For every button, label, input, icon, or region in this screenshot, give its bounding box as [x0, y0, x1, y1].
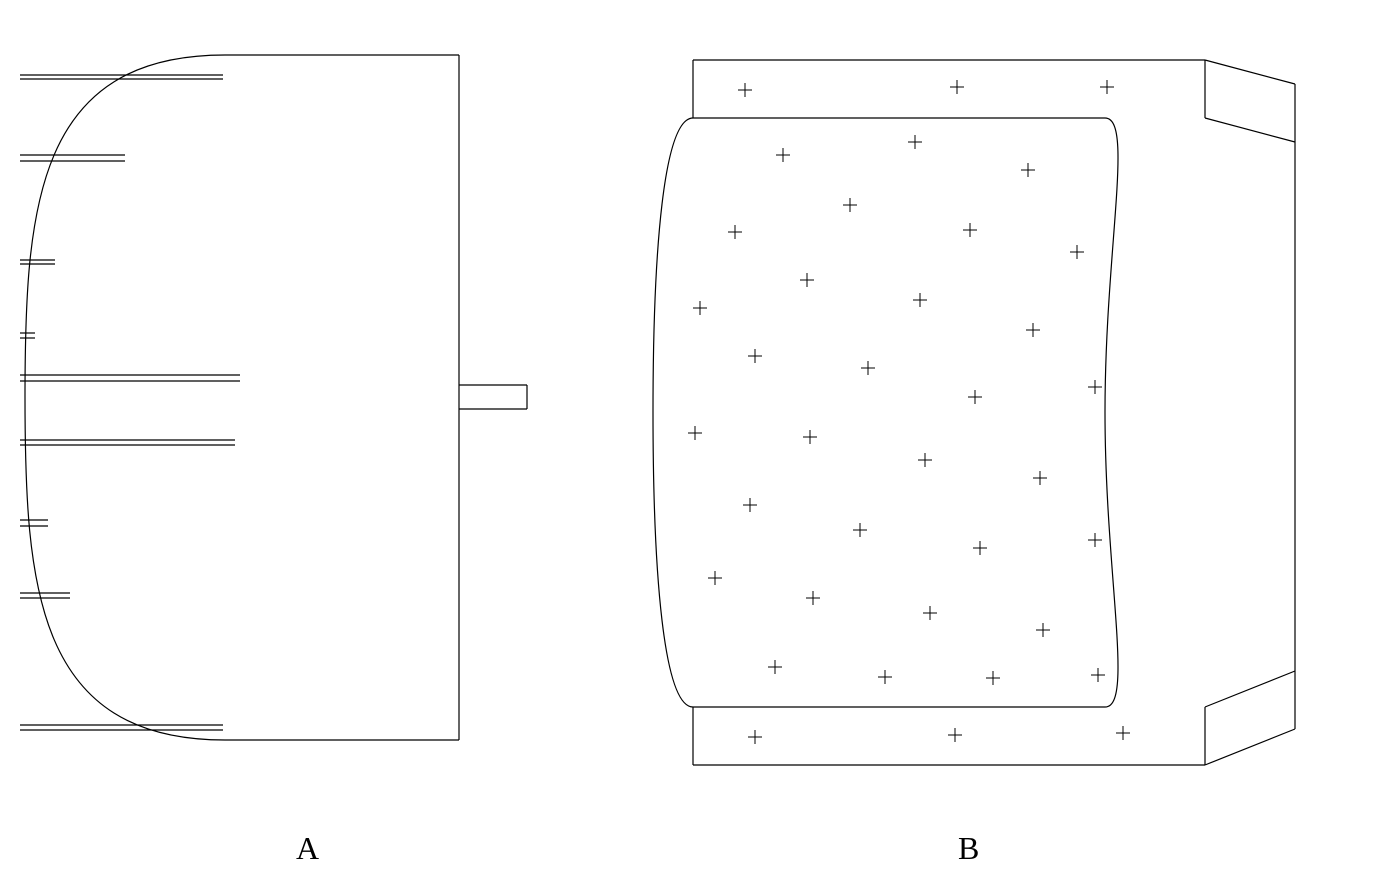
label-b: B [958, 830, 979, 867]
diagram-a [10, 25, 535, 765]
label-a: A [296, 830, 319, 867]
diagram-b [635, 40, 1335, 780]
